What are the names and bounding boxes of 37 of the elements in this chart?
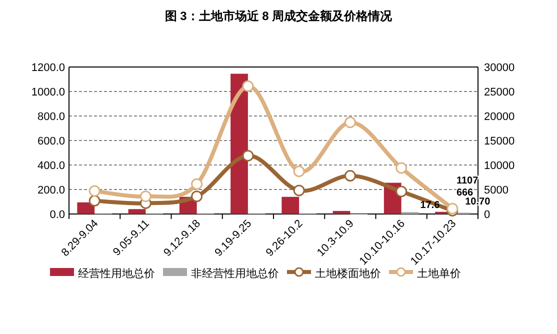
- y-tick-label: 200.0: [37, 184, 65, 196]
- point: [293, 184, 305, 196]
- point: [344, 170, 356, 182]
- bar: [332, 210, 350, 214]
- y2-tick-label: 10000: [484, 160, 515, 172]
- y-tick-label: 400.0: [37, 160, 65, 172]
- y-tick-label: 0.0: [50, 209, 65, 221]
- y-tick-label: 600.0: [37, 136, 65, 148]
- chart-title: 图 3：土地市场近 8 周成交金额及价格情况: [164, 9, 394, 23]
- y2-tick-label: 30000: [484, 62, 515, 74]
- point: [396, 162, 408, 174]
- bar: [282, 196, 300, 214]
- point: [242, 150, 254, 162]
- y2-tick-label: 5000: [484, 184, 508, 196]
- legend-label: 土地单价: [417, 267, 461, 280]
- y-tick-label: 1200.0: [31, 62, 65, 74]
- legend-label: 非经营性用地总价: [191, 267, 279, 280]
- bar: [77, 202, 95, 214]
- y2-tick-label: 0: [484, 209, 490, 221]
- bar: [128, 209, 146, 214]
- point: [191, 190, 203, 202]
- point: [293, 166, 305, 178]
- point: [191, 178, 203, 190]
- y-tick-label: 1000.0: [31, 86, 65, 98]
- legend-label: 经营性用地总价: [78, 267, 155, 280]
- legend-label: 土地楼面地价: [315, 267, 381, 280]
- point: [88, 195, 100, 207]
- point: [396, 186, 408, 198]
- y2-tick-label: 25000: [484, 86, 515, 98]
- point: [344, 116, 356, 128]
- point: [242, 80, 254, 92]
- y-tick-label: 800.0: [37, 111, 65, 123]
- y2-tick-label: 15000: [484, 136, 515, 148]
- point: [140, 190, 152, 202]
- y2-tick-label: 20000: [484, 111, 515, 123]
- point: [88, 185, 100, 197]
- data-label: 666: [456, 188, 474, 199]
